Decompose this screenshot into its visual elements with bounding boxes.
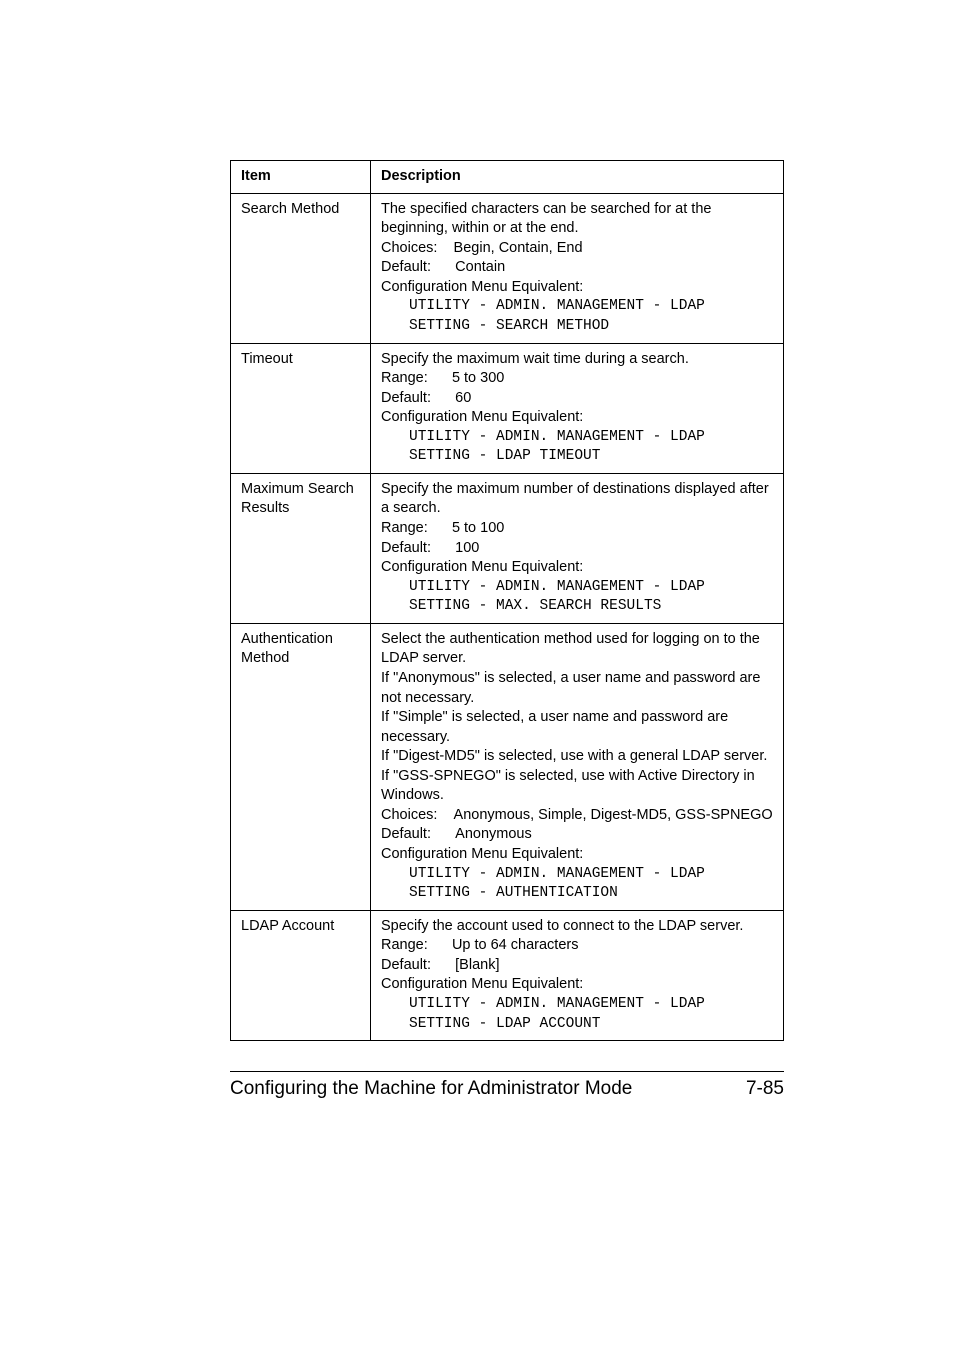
range-label: Range: xyxy=(381,370,428,386)
item-cell: Maximum Search Results xyxy=(231,473,371,623)
equiv-path-2: SETTING - AUTHENTICATION xyxy=(381,884,773,904)
default-value: [Blank] xyxy=(455,957,499,973)
description-cell: The specified characters can be searched… xyxy=(371,193,784,343)
equiv-label: Configuration Menu Equivalent: xyxy=(381,976,583,992)
footer-title: Configuring the Machine for Administrato… xyxy=(230,1078,632,1100)
description-cell: Select the authentication method used fo… xyxy=(371,623,784,910)
range-label: Range: xyxy=(381,520,428,536)
desc-text: Specify the account used to connect to t… xyxy=(381,918,743,934)
choices-label: Choices: xyxy=(381,240,437,256)
table-row: LDAP Account Specify the account used to… xyxy=(231,910,784,1040)
table-row: Timeout Specify the maximum wait time du… xyxy=(231,343,784,473)
page-container: Item Description Search Method The speci… xyxy=(0,0,954,1180)
description-cell: Specify the account used to connect to t… xyxy=(371,910,784,1040)
choices-value: Begin, Contain, End xyxy=(454,240,583,256)
desc-text: If "Digest-MD5" is selected, use with a … xyxy=(381,748,767,764)
default-value: Anonymous xyxy=(455,826,532,842)
equiv-label: Configuration Menu Equivalent: xyxy=(381,409,583,425)
equiv-path-2: SETTING - SEARCH METHOD xyxy=(381,317,773,337)
equiv-label: Configuration Menu Equivalent: xyxy=(381,846,583,862)
default-label: Default: xyxy=(381,540,431,556)
equiv-path-1: UTILITY - ADMIN. MANAGEMENT - LDAP xyxy=(381,865,773,885)
default-label: Default: xyxy=(381,826,431,842)
header-item: Item xyxy=(231,161,371,194)
desc-text: Specify the maximum wait time during a s… xyxy=(381,351,689,367)
table-row: Maximum Search Results Specify the maxim… xyxy=(231,473,784,623)
desc-text: If "Anonymous" is selected, a user name … xyxy=(381,670,760,706)
equiv-path-1: UTILITY - ADMIN. MANAGEMENT - LDAP xyxy=(381,578,773,598)
range-value: 5 to 300 xyxy=(452,370,504,386)
header-description: Description xyxy=(371,161,784,194)
equiv-label: Configuration Menu Equivalent: xyxy=(381,279,583,295)
item-cell: Search Method xyxy=(231,193,371,343)
table-header-row: Item Description xyxy=(231,161,784,194)
range-label: Range: xyxy=(381,937,428,953)
default-label: Default: xyxy=(381,390,431,406)
page-footer: Configuring the Machine for Administrato… xyxy=(230,1078,784,1100)
default-value: 100 xyxy=(455,540,479,556)
default-label: Default: xyxy=(381,259,431,275)
table-row: Search Method The specified characters c… xyxy=(231,193,784,343)
item-cell: LDAP Account xyxy=(231,910,371,1040)
equiv-path-1: UTILITY - ADMIN. MANAGEMENT - LDAP xyxy=(381,995,773,1015)
default-value: 60 xyxy=(455,390,471,406)
range-value: 5 to 100 xyxy=(452,520,504,536)
desc-text: Select the authentication method used fo… xyxy=(381,631,760,667)
desc-text: Specify the maximum number of destinatio… xyxy=(381,481,769,517)
equiv-path-2: SETTING - LDAP ACCOUNT xyxy=(381,1015,773,1035)
config-table: Item Description Search Method The speci… xyxy=(230,160,784,1041)
equiv-path-2: SETTING - MAX. SEARCH RESULTS xyxy=(381,597,773,617)
desc-text: If "Simple" is selected, a user name and… xyxy=(381,709,728,745)
item-cell: Authentication Method xyxy=(231,623,371,910)
range-value: Up to 64 characters xyxy=(452,937,579,953)
table-row: Authentication Method Select the authent… xyxy=(231,623,784,910)
desc-text: The specified characters can be searched… xyxy=(381,201,711,237)
description-cell: Specify the maximum wait time during a s… xyxy=(371,343,784,473)
footer-divider xyxy=(230,1071,784,1072)
desc-text: If "GSS-SPNEGO" is selected, use with Ac… xyxy=(381,768,755,804)
default-label: Default: xyxy=(381,957,431,973)
default-value: Contain xyxy=(455,259,505,275)
description-cell: Specify the maximum number of destinatio… xyxy=(371,473,784,623)
footer-page-number: 7-85 xyxy=(746,1078,784,1100)
equiv-label: Configuration Menu Equivalent: xyxy=(381,559,583,575)
choices-value: Anonymous, Simple, Digest-MD5, GSS-SPNEG… xyxy=(454,807,773,823)
equiv-path-2: SETTING - LDAP TIMEOUT xyxy=(381,447,773,467)
equiv-path-1: UTILITY - ADMIN. MANAGEMENT - LDAP xyxy=(381,428,773,448)
item-cell: Timeout xyxy=(231,343,371,473)
choices-label: Choices: xyxy=(381,807,437,823)
equiv-path-1: UTILITY - ADMIN. MANAGEMENT - LDAP xyxy=(381,297,773,317)
